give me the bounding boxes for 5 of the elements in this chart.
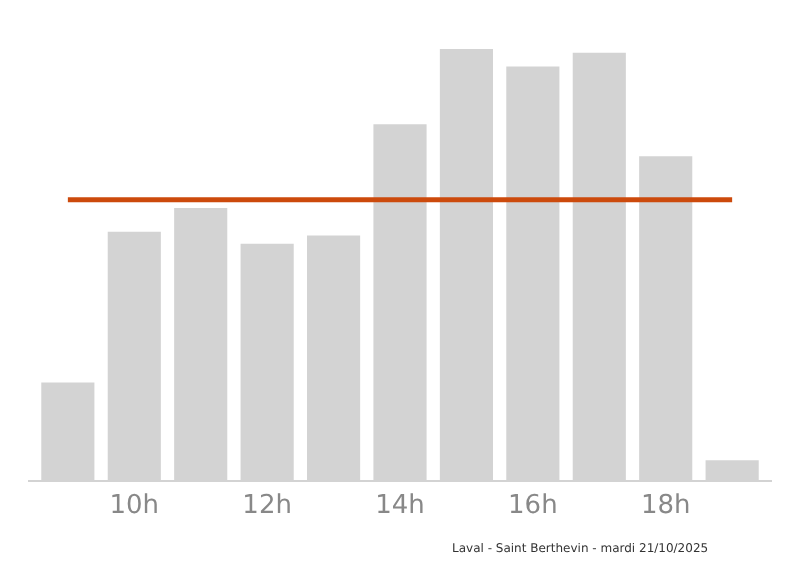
x-tick-label: 14h	[375, 491, 425, 522]
x-tick-label: 10h	[109, 491, 160, 522]
x-tick-label: 18h	[640, 491, 691, 522]
x-tick-label: 12h	[242, 491, 292, 522]
x-tick-label: 16h	[508, 491, 558, 522]
